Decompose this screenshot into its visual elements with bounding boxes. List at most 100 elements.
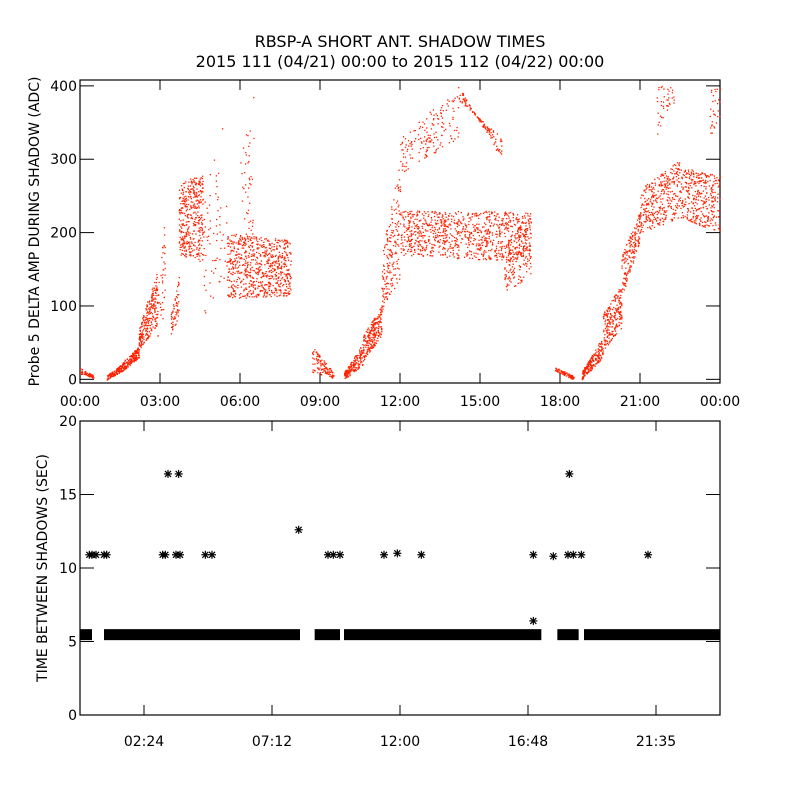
data-point [127,362,129,364]
data-point [200,252,202,254]
data-point [526,246,528,248]
data-point [513,240,515,242]
data-point [443,230,445,232]
data-point [268,244,270,246]
data-point [591,367,593,369]
data-point [190,190,192,193]
data-point [585,367,587,369]
data-point [229,295,231,298]
data-point [229,261,231,263]
data-point [605,313,607,315]
data-point [363,334,365,336]
data-point [242,242,245,244]
data-point [437,118,439,120]
data-point [442,215,444,217]
data-point [464,231,466,233]
data-point [493,136,495,138]
data-point [629,237,631,239]
data-point [114,374,117,376]
data-point [172,304,175,306]
data-point [672,212,675,214]
data-point [376,327,378,329]
data-point [404,156,407,158]
data-point [389,255,391,257]
data-point [82,372,84,374]
data-point [473,252,475,254]
data-point [157,335,159,337]
data-point [184,237,186,239]
data-point [147,318,149,320]
data-point [260,269,262,271]
data-point [498,150,500,153]
data-point [489,225,491,227]
data-point [161,256,163,259]
data-point [515,257,517,259]
data-point [319,363,322,365]
data-point [504,213,506,215]
data-point [233,247,235,250]
data-point [140,341,142,343]
data-point [408,239,410,241]
data-point [610,314,612,316]
data-point [396,224,398,226]
data-point [271,265,273,267]
data-point [371,327,373,329]
data-point [626,244,628,246]
data-point [133,358,135,360]
data-point [603,339,605,341]
data-point [243,247,245,249]
data-point [313,371,315,374]
data-point [113,372,115,374]
data-point [451,100,453,102]
data-point [176,320,178,322]
data-point [245,154,247,156]
data-point [516,253,518,256]
data-point [457,254,459,256]
data-point [325,368,327,370]
data-point [407,227,410,229]
data-point [188,234,190,236]
data-point [440,115,443,117]
data-point [264,238,266,240]
data-point [512,246,514,248]
data-point [349,373,351,376]
data-point [372,345,374,347]
data-point [383,250,385,252]
data-point [456,96,459,98]
data-point [269,266,272,268]
data-point [504,274,506,276]
data-point [352,365,355,367]
data-point [609,310,611,312]
data-point [323,365,326,367]
data-point [431,247,433,249]
data-point [427,134,429,136]
data-point [423,235,425,237]
data-point [520,252,523,254]
data-point [371,336,373,339]
data-point [622,281,624,284]
data-point [617,326,619,328]
data-point [148,303,151,305]
data-point [385,233,387,235]
data-point [619,303,621,305]
data-point [588,365,590,367]
data-point [460,221,462,223]
data-point [604,320,606,323]
data-point [399,190,402,193]
data-point [528,259,530,262]
data-point [573,376,575,378]
data-point [430,221,432,223]
data-point [500,242,502,244]
data-point [386,282,388,284]
data-point [198,223,200,225]
data-point [527,258,529,260]
data-point [149,312,151,314]
data-point [185,199,187,201]
data-point [375,332,378,334]
data-point [417,245,420,248]
data-point [279,244,281,247]
data-point [249,179,251,181]
data-point [432,119,435,121]
data-point [421,227,424,229]
